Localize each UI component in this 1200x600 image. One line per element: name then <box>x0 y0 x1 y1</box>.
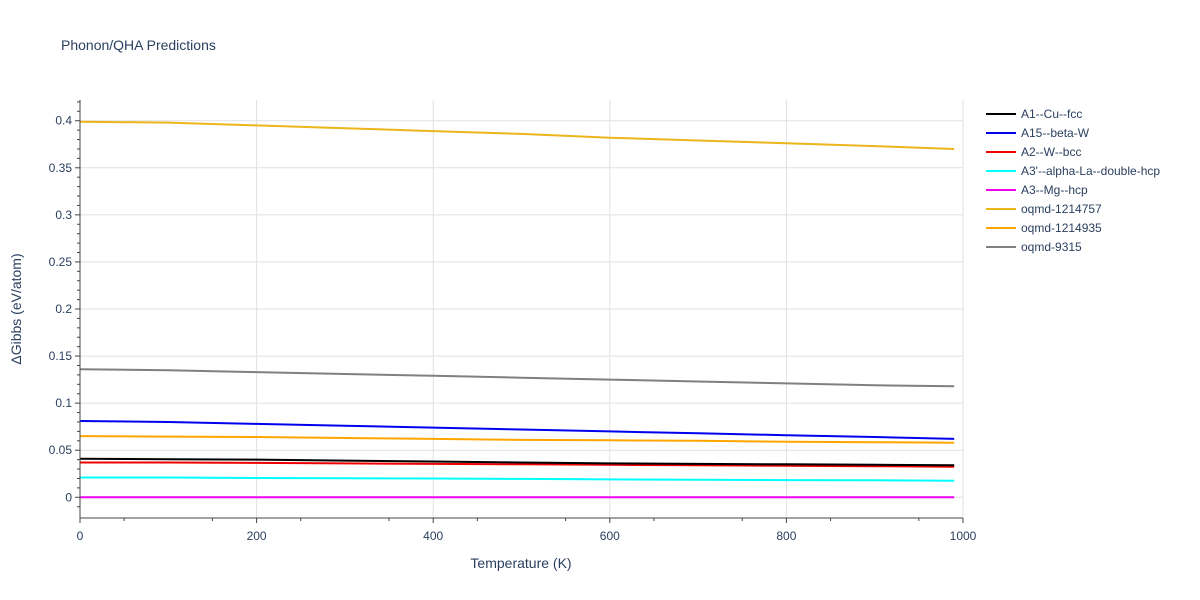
x-axis-title: Temperature (K) <box>470 555 571 571</box>
x-tick-label: 1000 <box>950 529 977 543</box>
legend-item-oqmd-9315[interactable]: oqmd-9315 <box>986 240 1082 254</box>
legend-label: oqmd-1214757 <box>1021 202 1102 216</box>
legend-item-a2-w-bcc[interactable]: A2--W--bcc <box>986 145 1081 159</box>
legend-item-a3-mg-hcp[interactable]: A3--Mg--hcp <box>986 183 1088 197</box>
legend-item-a3-alpha-la-double-hcp[interactable]: A3'--alpha-La--double-hcp <box>986 164 1160 178</box>
legend-label: A3--Mg--hcp <box>1021 183 1088 197</box>
y-tick-label: 0.4 <box>55 114 72 128</box>
chart-title: Phonon/QHA Predictions <box>61 37 216 53</box>
legend-item-oqmd-1214757[interactable]: oqmd-1214757 <box>986 202 1102 216</box>
series-line-a3-alpha-la-double-hcp <box>80 476 955 482</box>
y-tick-label: 0.15 <box>49 349 73 363</box>
series-line-oqmd-1214757 <box>79 120 955 150</box>
y-tick-label: 0.2 <box>55 302 72 316</box>
legend-label: oqmd-9315 <box>1021 240 1082 254</box>
series-line-a1-cu-fcc <box>79 457 955 467</box>
y-tick-label: 0.25 <box>49 255 73 269</box>
legend-label: A1--Cu--fcc <box>1021 107 1082 121</box>
legend: A1--Cu--fcc A15--beta-W A2--W--bcc A3'--alp… <box>986 107 1160 254</box>
y-tick-label: 0 <box>65 490 72 504</box>
x-tick-label: 800 <box>776 529 796 543</box>
series-line-oqmd-9315 <box>79 368 955 388</box>
series-line-a15-beta-w <box>79 420 955 440</box>
legend-item-a1-cu-fcc[interactable]: A1--Cu--fcc <box>986 107 1082 121</box>
y-axis-title: ΔGibbs (eV/atom) <box>8 253 24 364</box>
series-lines <box>79 120 955 499</box>
legend-label: A3'--alpha-La--double-hcp <box>1021 164 1160 178</box>
legend-label: A2--W--bcc <box>1021 145 1081 159</box>
series-line-oqmd-1214935 <box>79 435 955 444</box>
axes: 0 200 400 600 800 1000 0 0.05 0.1 0.15 0.2 0.25 0.3 0… <box>49 100 977 543</box>
series-line-a2-w-bcc <box>80 461 955 468</box>
y-tick-label: 0.35 <box>49 161 73 175</box>
grid <box>80 100 964 518</box>
legend-label: A15--beta-W <box>1021 126 1090 140</box>
x-tick-label: 400 <box>423 529 443 543</box>
legend-item-oqmd-1214935[interactable]: oqmd-1214935 <box>986 221 1102 235</box>
legend-label: oqmd-1214935 <box>1021 221 1102 235</box>
x-tick-label: 600 <box>600 529 620 543</box>
x-tick-label: 200 <box>247 529 267 543</box>
y-tick-label: 0.05 <box>49 443 73 457</box>
x-tick-label: 0 <box>77 529 84 543</box>
y-tick-label: 0.3 <box>55 208 72 222</box>
y-tick-label: 0.1 <box>55 396 72 410</box>
legend-item-a15-beta-w[interactable]: A15--beta-W <box>986 126 1090 140</box>
